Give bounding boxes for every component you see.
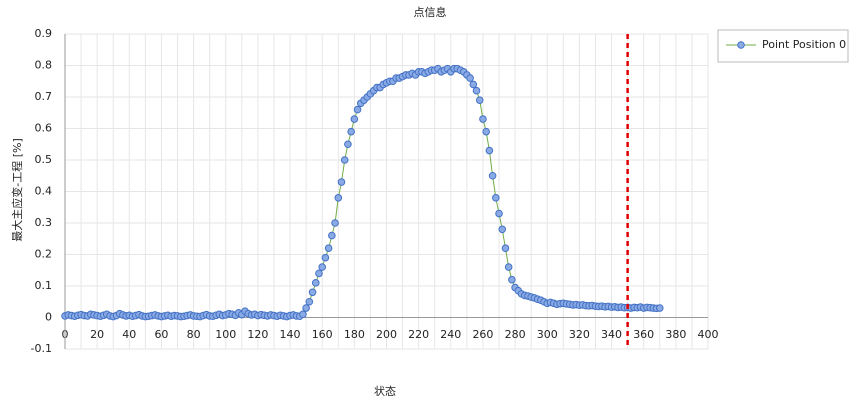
- y-tick-label: 0.1: [35, 279, 53, 292]
- x-tick-label: 340: [601, 328, 622, 341]
- data-point: [318, 263, 327, 271]
- data-point: [479, 115, 487, 123]
- x-tick-label: 280: [505, 328, 526, 341]
- y-tick-label: 0.6: [35, 122, 53, 135]
- data-point: [492, 194, 500, 202]
- data-point: [495, 209, 503, 218]
- data-point: [498, 225, 507, 234]
- data-point: [353, 105, 362, 114]
- y-tick-label: 0.2: [35, 248, 53, 261]
- data-point: [482, 127, 490, 136]
- x-tick-label: 380: [665, 328, 686, 341]
- data-point: [475, 96, 484, 104]
- x-tick-label: 260: [472, 328, 493, 341]
- x-tick-label: 240: [440, 328, 461, 341]
- data-point: [302, 304, 310, 312]
- legend-marker: [737, 41, 745, 49]
- y-tick-label: 0.4: [35, 185, 53, 198]
- data-point: [311, 279, 320, 287]
- x-tick-label: 20: [90, 328, 104, 341]
- data-point: [321, 253, 330, 262]
- x-tick-label: 360: [633, 328, 654, 341]
- x-tick-label: 160: [312, 328, 333, 341]
- x-tick-label: 40: [122, 328, 136, 341]
- data-point: [501, 244, 510, 252]
- y-tick-label: 0.5: [35, 153, 53, 166]
- data-point: [466, 74, 474, 82]
- x-tick-label: 80: [187, 328, 201, 341]
- data-point: [344, 140, 352, 149]
- x-tick-label: 320: [569, 328, 590, 341]
- x-tick-label: 100: [215, 328, 236, 341]
- data-point: [508, 275, 516, 284]
- y-tick-label: 0.8: [35, 59, 53, 72]
- data-point: [331, 219, 339, 227]
- data-point: [334, 194, 343, 202]
- data-point: [324, 244, 333, 252]
- data-point: [347, 127, 355, 136]
- data-point: [488, 171, 497, 180]
- legend-label: Point Position 0: [762, 38, 846, 51]
- x-tick-label: 200: [376, 328, 397, 341]
- x-tick-label: 180: [344, 328, 365, 341]
- x-tick-label: 140: [280, 328, 301, 341]
- data-point: [305, 297, 314, 306]
- data-point: [350, 115, 359, 123]
- y-tick-label: 0.3: [35, 216, 53, 229]
- data-point: [328, 231, 336, 240]
- y-tick-label: -0.1: [31, 342, 52, 355]
- x-tick-label: 60: [154, 328, 168, 341]
- y-tick-label: 0: [45, 311, 52, 324]
- data-point: [469, 80, 478, 89]
- x-axis-label: 状态: [374, 384, 396, 398]
- y-tick-label: 0.7: [35, 90, 53, 103]
- y-tick-label: 0.9: [35, 27, 53, 40]
- data-point: [308, 288, 317, 297]
- y-axis-label: 最大主应变-工程 [%]: [10, 138, 24, 242]
- data-point: [337, 178, 346, 186]
- data-point: [472, 86, 481, 95]
- x-tick-label: 120: [247, 328, 268, 341]
- data-point: [485, 146, 494, 155]
- data-point: [315, 269, 323, 278]
- data-point: [340, 156, 349, 164]
- x-tick-label: 400: [698, 328, 719, 341]
- x-tick-label: 220: [408, 328, 429, 341]
- data-point: [655, 304, 664, 312]
- x-tick-label: 300: [537, 328, 558, 341]
- data-point: [504, 263, 513, 271]
- data-point: [299, 310, 307, 319]
- chart-title: 点信息: [414, 5, 447, 19]
